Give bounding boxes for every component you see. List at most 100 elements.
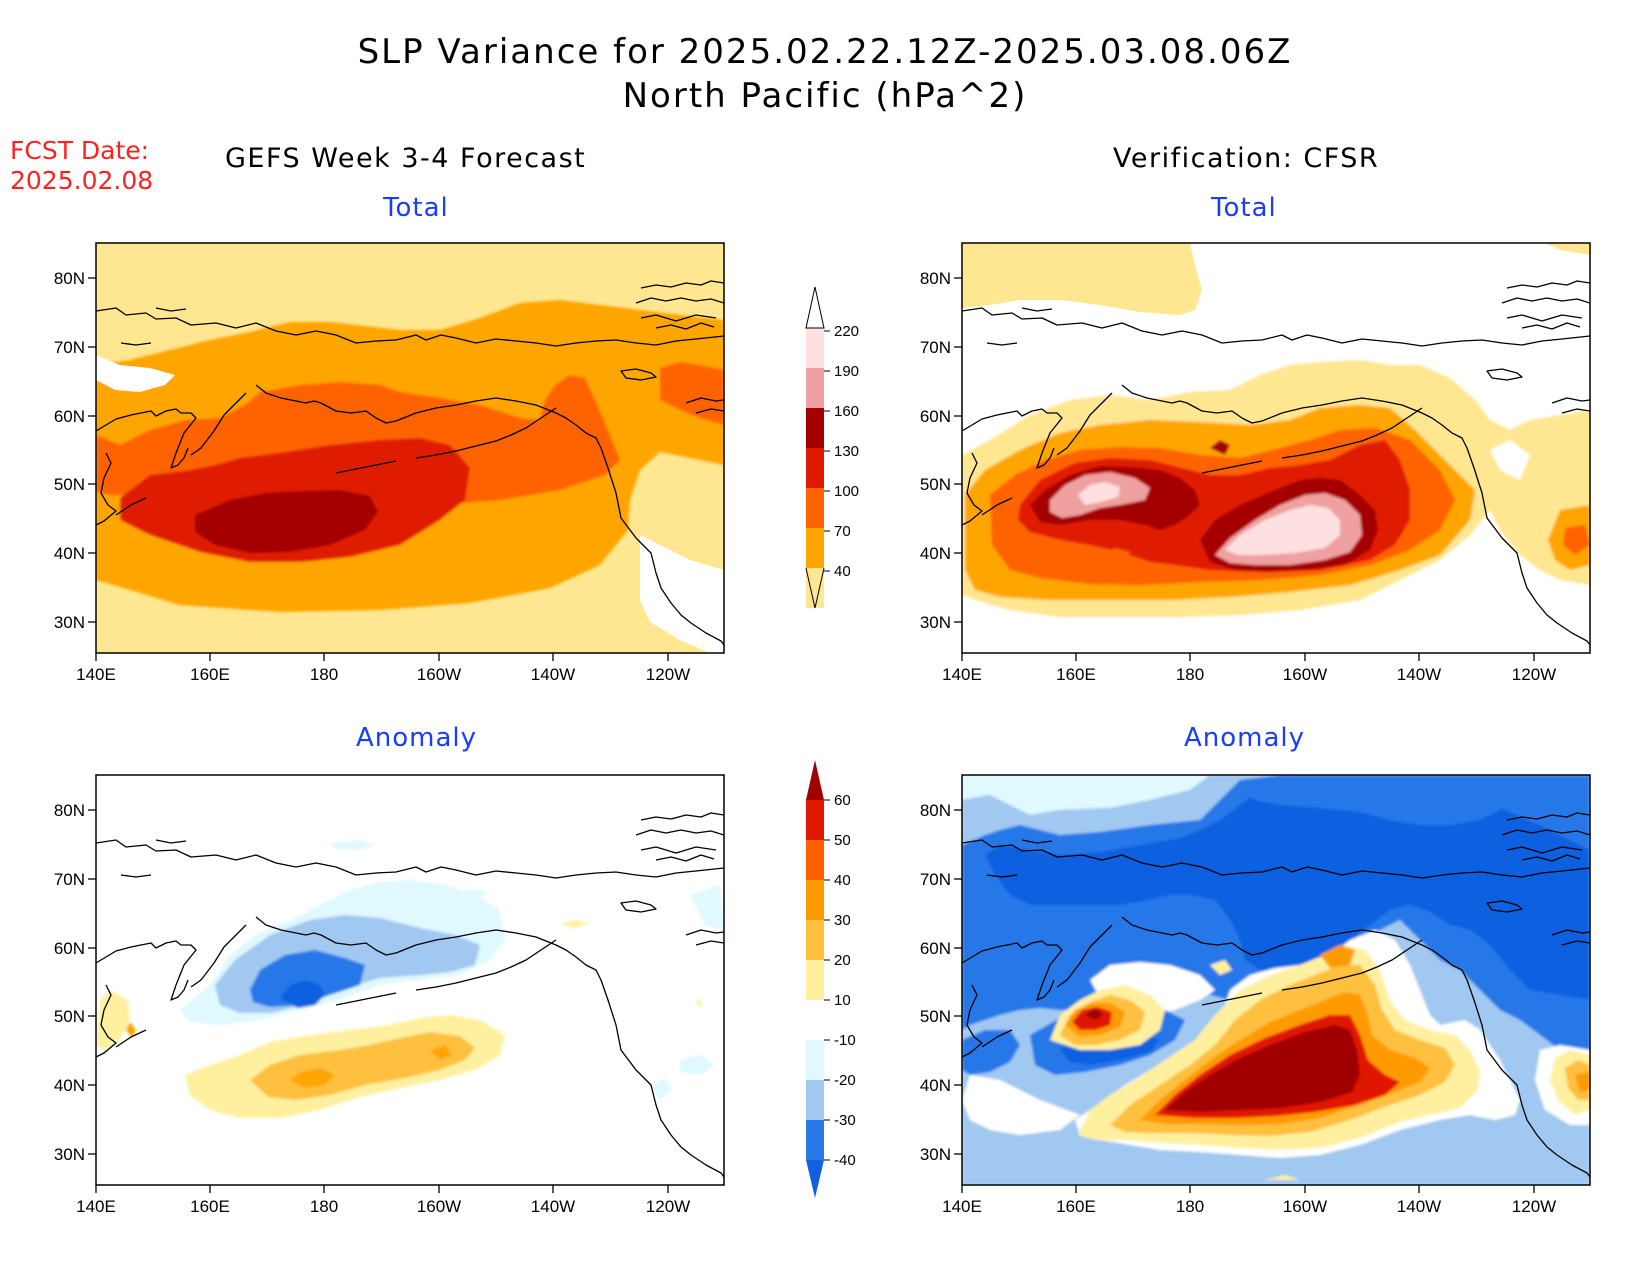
lat-label: 30N xyxy=(920,613,951,632)
colorbar-total-swatch xyxy=(806,568,824,608)
title-line2: North Pacific (hPa^2) xyxy=(622,76,1028,116)
colorbar-total-label: 100 xyxy=(834,483,859,500)
lon-label: 140E xyxy=(76,665,116,684)
lat-label: 50N xyxy=(920,475,951,494)
lon-label: 140W xyxy=(1397,1197,1441,1216)
lon-label: 160E xyxy=(190,665,230,684)
fcst-date: FCST Date: 2025.02.08 xyxy=(10,136,153,196)
frame-forecast-anomaly xyxy=(95,774,725,1186)
lat-label: 60N xyxy=(54,939,85,958)
panel-title-verification-anomaly: Anomaly xyxy=(1184,723,1306,753)
map-forecast-anomaly xyxy=(95,774,725,1186)
colorbar-anomaly-label: -40 xyxy=(834,1152,856,1169)
lat-label: 30N xyxy=(920,1145,951,1164)
colorbar-anomaly-swatch xyxy=(806,960,824,1000)
lat-label: 60N xyxy=(920,407,951,426)
axes-layer: 140E 160E 180 160W 140W 120W 80N 70N 60N 50N 40N 30… xyxy=(54,269,1556,1216)
colorbar-anomaly-swatch xyxy=(806,800,824,840)
fcst-date-value: 2025.02.08 xyxy=(10,166,154,195)
panel-title-forecast-anomaly: Anomaly xyxy=(356,723,478,753)
colorbar-anomaly-label: -10 xyxy=(834,1032,856,1049)
colorbar-anomaly-swatch xyxy=(806,920,824,960)
lat-label: 40N xyxy=(920,1076,951,1095)
colorbar-anomaly-label: 10 xyxy=(834,992,851,1009)
fcst-date-label: FCST Date: xyxy=(10,136,150,165)
colorbar-total-bottom-cap xyxy=(805,567,825,609)
frame-forecast-total xyxy=(95,242,725,654)
colorbar-total-swatch xyxy=(806,488,824,528)
lat-label: 70N xyxy=(920,338,951,357)
colorbar-anomaly-bottom-cap xyxy=(806,1160,824,1198)
lon-label: 160W xyxy=(1283,665,1327,684)
colorbar-total-top-cap xyxy=(805,286,825,329)
lon-label: 140W xyxy=(531,665,575,684)
lon-label: 180 xyxy=(310,665,338,684)
colorbar-total-swatch xyxy=(806,408,824,448)
colorbar-anomaly-swatch xyxy=(806,1080,824,1120)
panel-title-verification-total: Total xyxy=(1211,193,1277,223)
colorbar-anomaly-swatch xyxy=(806,880,824,920)
colorbar-total-swatch xyxy=(806,448,824,488)
lon-label: 160W xyxy=(417,665,461,684)
colorbar-anomaly-swatch xyxy=(806,1000,824,1040)
lat-label: 50N xyxy=(920,1007,951,1026)
lon-label: 140W xyxy=(531,1197,575,1216)
frame-verification-anomaly xyxy=(961,774,1591,1186)
colorbar-anomaly-label: -20 xyxy=(834,1072,856,1089)
colorbar-anomaly: -40 -30 -20 -10 10 20 30 40 50 60 xyxy=(806,760,856,1198)
lon-label: 120W xyxy=(1512,665,1556,684)
colorbar-total-label: 40 xyxy=(834,563,851,580)
colorbar-total-swatch xyxy=(806,528,824,568)
colorbar-anomaly-label: 30 xyxy=(834,912,851,929)
lat-label: 70N xyxy=(920,870,951,889)
lat-label: 30N xyxy=(54,1145,85,1164)
colorbar-anomaly-label: 20 xyxy=(834,952,851,969)
lat-label: 80N xyxy=(920,801,951,820)
right-column-title: Verification: CFSR xyxy=(1113,143,1380,174)
map-forecast-total xyxy=(95,242,725,654)
colorbar-total-swatch xyxy=(806,368,824,408)
colorbar-total-label: 130 xyxy=(834,443,859,460)
left-column-title: GEFS Week 3-4 Forecast xyxy=(225,143,587,174)
colorbar-total-label: 220 xyxy=(834,323,859,340)
colorbar-total-label: 190 xyxy=(834,363,859,380)
lon-label: 160E xyxy=(1056,1197,1096,1216)
colorbar-anomaly-swatch xyxy=(806,1120,824,1160)
lon-label: 160E xyxy=(1056,665,1096,684)
lon-label: 120W xyxy=(1512,1197,1556,1216)
colorbar-anomaly-top-cap xyxy=(806,760,824,800)
colorbar-anomaly-label: 60 xyxy=(834,792,851,809)
lat-label: 50N xyxy=(54,475,85,494)
colorbar-anomaly-swatch xyxy=(806,840,824,880)
lon-label: 160W xyxy=(1283,1197,1327,1216)
lon-label: 160W xyxy=(417,1197,461,1216)
lon-label: 140E xyxy=(76,1197,116,1216)
map-verification-total xyxy=(961,242,1591,654)
lat-label: 30N xyxy=(54,613,85,632)
lat-label: 80N xyxy=(920,269,951,288)
map-verification-anomaly xyxy=(961,774,1591,1186)
colorbar-total-swatch xyxy=(806,328,824,368)
colorbar-anomaly-label: -30 xyxy=(834,1112,856,1129)
lon-label: 180 xyxy=(1176,1197,1204,1216)
lat-label: 70N xyxy=(54,870,85,889)
lat-label: 60N xyxy=(54,407,85,426)
lat-label: 40N xyxy=(54,1076,85,1095)
colorbar-anomaly-swatch xyxy=(806,1040,824,1080)
lat-label: 60N xyxy=(920,939,951,958)
lon-label: 120W xyxy=(646,665,690,684)
panel-title-forecast-total: Total xyxy=(383,193,449,223)
lon-label: 120W xyxy=(646,1197,690,1216)
lat-label: 50N xyxy=(54,1007,85,1026)
colorbar-total-label: 160 xyxy=(834,403,859,420)
colorbar-total: 40 70 100 130 160 190 220 xyxy=(805,286,859,609)
lat-label: 40N xyxy=(54,544,85,563)
main-title: SLP Variance for 2025.02.22.12Z-2025.03.… xyxy=(0,30,1650,118)
colorbar-total-label: 70 xyxy=(834,523,851,540)
lat-label: 70N xyxy=(54,338,85,357)
title-line1: SLP Variance for 2025.02.22.12Z-2025.03.… xyxy=(357,32,1293,72)
lat-label: 40N xyxy=(920,544,951,563)
colorbar-anomaly-label: 50 xyxy=(834,832,851,849)
lon-label: 140E xyxy=(942,665,982,684)
